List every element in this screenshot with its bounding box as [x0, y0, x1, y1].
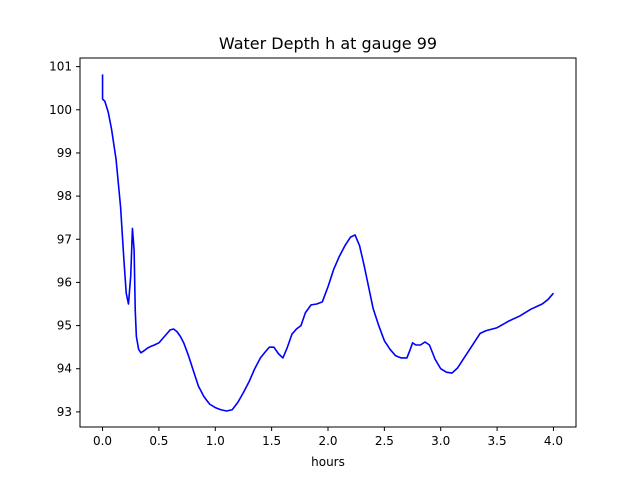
y-tick-label: 101	[49, 60, 72, 74]
plot-area-frame	[79, 57, 577, 428]
y-tick-label: 93	[57, 405, 72, 419]
series-line	[101, 74, 555, 412]
x-tick-label: 2.5	[375, 434, 394, 448]
x-tick-label: 3.0	[431, 434, 450, 448]
chart-title: Water Depth h at gauge 99	[219, 34, 437, 53]
x-axis-ticks: 0.0 0.5 1.0 1.5 2.0 2.5 3.0 3.5 4.0	[93, 427, 563, 448]
x-tick-label: 0.5	[149, 434, 168, 448]
x-tick-label: 1.5	[262, 434, 281, 448]
x-tick-label: 4.0	[544, 434, 563, 448]
y-tick-label: 100	[49, 103, 72, 117]
x-tick-label: 1.0	[206, 434, 225, 448]
y-tick-label: 96	[57, 275, 72, 289]
y-tick-label: 98	[57, 189, 72, 203]
x-tick-label: 2.0	[318, 434, 337, 448]
x-axis-label: hours	[311, 455, 345, 469]
y-tick-label: 97	[57, 232, 72, 246]
x-tick-label: 3.5	[488, 434, 507, 448]
y-axis-ticks: 93 94 95 96 97 98 99 100 101	[49, 60, 80, 419]
x-tick-label: 0.0	[93, 434, 112, 448]
y-tick-label: 99	[57, 146, 72, 160]
y-tick-label: 94	[57, 362, 72, 376]
y-tick-label: 95	[57, 319, 72, 333]
series-layer	[101, 74, 555, 412]
